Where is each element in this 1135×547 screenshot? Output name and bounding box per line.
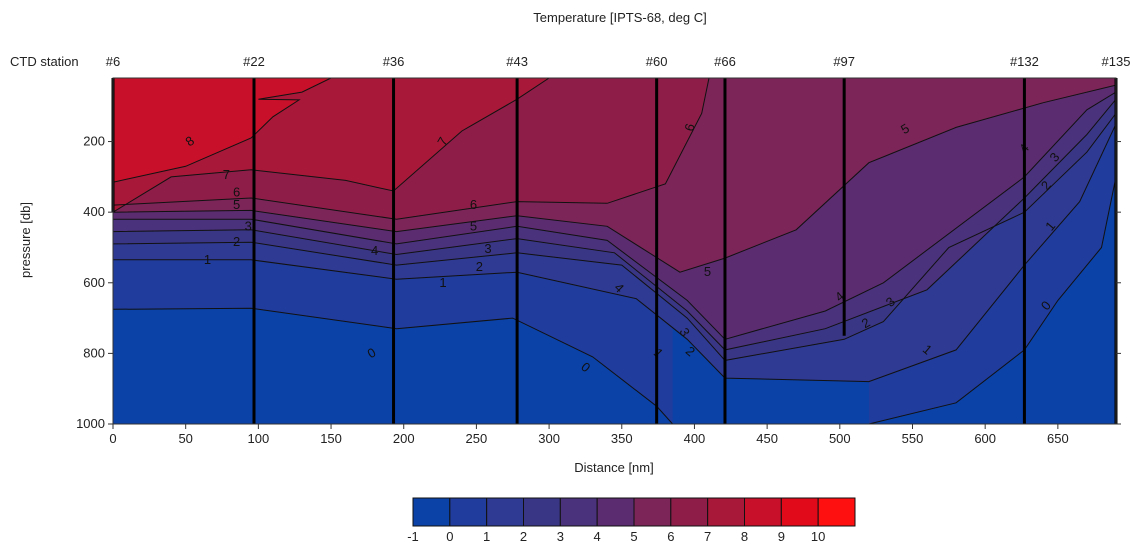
colorbar-swatch [670, 497, 709, 527]
colorbar: -1 0 1 2 3 4 5 6 7 8 9 10 [407, 497, 856, 544]
colorbar-tick-label: 10 [811, 529, 825, 544]
y-axis-label: pressure [db] [18, 202, 33, 278]
colorbar-swatch [817, 497, 856, 527]
chart-title: Temperature [IPTS-68, deg C] [533, 10, 706, 25]
x-axis-label: Distance [nm] [574, 460, 653, 475]
colorbar-swatch [449, 497, 488, 527]
isotherm-line [113, 78, 710, 220]
station-label: #97 [833, 54, 855, 69]
station-label: #6 [106, 54, 120, 69]
x-tick-label: 50 [178, 431, 192, 446]
station-label: #43 [506, 54, 528, 69]
contour-label: 6 [470, 197, 477, 212]
colorbar-swatch [780, 497, 819, 527]
isotherm-line [113, 123, 1116, 383]
station-label: #60 [646, 54, 668, 69]
isotherm-line [113, 91, 1116, 340]
colorbar-tick-label: 0 [446, 529, 453, 544]
station-label: #66 [714, 54, 736, 69]
colorbar-swatch [412, 497, 451, 527]
x-tick-label: 250 [466, 431, 488, 446]
isotherm-line [113, 78, 332, 183]
isotherm-line [868, 176, 1116, 424]
colorbar-tick-label: 7 [704, 529, 711, 544]
x-tick-label: 200 [393, 431, 415, 446]
colorbar-tick-label: 4 [594, 529, 601, 544]
colorbar-tick-label: 2 [520, 529, 527, 544]
isotherm-line [113, 84, 1116, 273]
colorbar-swatch [633, 497, 672, 527]
isotherm-lines [113, 78, 1116, 424]
colorbar-swatch [596, 497, 635, 527]
contour-label: 2 [233, 234, 240, 249]
contour-label: 1 [204, 252, 211, 267]
x-tick-label: 0 [109, 431, 116, 446]
contour-label: 2 [476, 259, 483, 274]
colorbar-tick-label: -1 [407, 529, 419, 544]
contour-label: 3 [245, 218, 252, 233]
x-tick-label: 150 [320, 431, 342, 446]
contour-label: 5 [704, 264, 711, 279]
contour-label: 5 [233, 197, 240, 212]
x-tick-label: 500 [829, 431, 851, 446]
contour-label: 6 [681, 122, 697, 133]
y-tick-label: 200 [83, 134, 105, 149]
x-tick-label: 650 [1047, 431, 1069, 446]
colorbar-tick-label: 8 [741, 529, 748, 544]
axes: 0 50 100 150 200 250 300 350 400 450 500 550 600 650 2… [76, 77, 1121, 446]
station-label: #135 [1102, 54, 1131, 69]
colorbar-tick-label: 3 [557, 529, 564, 544]
contour-label: 7 [223, 167, 230, 182]
x-tick-label: 450 [756, 431, 778, 446]
colorbar-swatch [486, 497, 524, 527]
isotherm-line [113, 98, 1116, 351]
contour-label: 5 [470, 218, 477, 233]
temperature-band [113, 78, 331, 183]
x-tick-label: 600 [974, 431, 996, 446]
y-tick-label: 1000 [76, 416, 105, 431]
colorbar-swatch [559, 497, 598, 527]
y-tick-label: 600 [83, 275, 105, 290]
y-tick-label: 800 [83, 345, 105, 360]
station-row-label: CTD station [10, 54, 79, 69]
x-tick-label: 550 [902, 431, 924, 446]
station-label: #132 [1010, 54, 1039, 69]
contour-label: 3 [484, 241, 491, 256]
x-tick-label: 350 [611, 431, 633, 446]
y-tick-label: 400 [83, 204, 105, 219]
contour-label: 6 [233, 185, 240, 200]
plot-frame [112, 77, 1117, 425]
colorbar-swatch [707, 497, 746, 527]
contour-label: 1 [439, 275, 446, 290]
plot-area [113, 78, 1116, 424]
isotherm-line [113, 78, 550, 213]
x-tick-label: 100 [248, 431, 270, 446]
station-label: #36 [383, 54, 405, 69]
colorbar-swatch [744, 497, 782, 527]
station-label: #22 [243, 54, 265, 69]
contour-label: 4 [371, 243, 378, 258]
colorbar-swatch [523, 497, 561, 527]
x-tick-label: 300 [538, 431, 560, 446]
x-tick-label: 400 [684, 431, 706, 446]
colorbar-tick-label: 6 [667, 529, 674, 544]
colorbar-tick-label: 1 [483, 529, 490, 544]
colorbar-tick-label: 9 [778, 529, 785, 544]
colorbar-tick-label: 5 [630, 529, 637, 544]
